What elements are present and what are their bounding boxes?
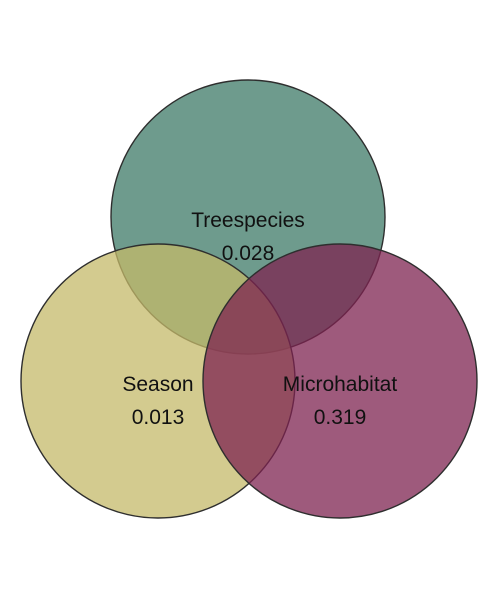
microhabitat-label: Microhabitat [283, 373, 398, 396]
microhabitat-value: 0.319 [314, 406, 367, 429]
treespecies-label: Treespecies [191, 209, 305, 232]
season-value: 0.013 [132, 406, 185, 429]
treespecies-value: 0.028 [222, 242, 275, 265]
season-label: Season [122, 373, 193, 396]
